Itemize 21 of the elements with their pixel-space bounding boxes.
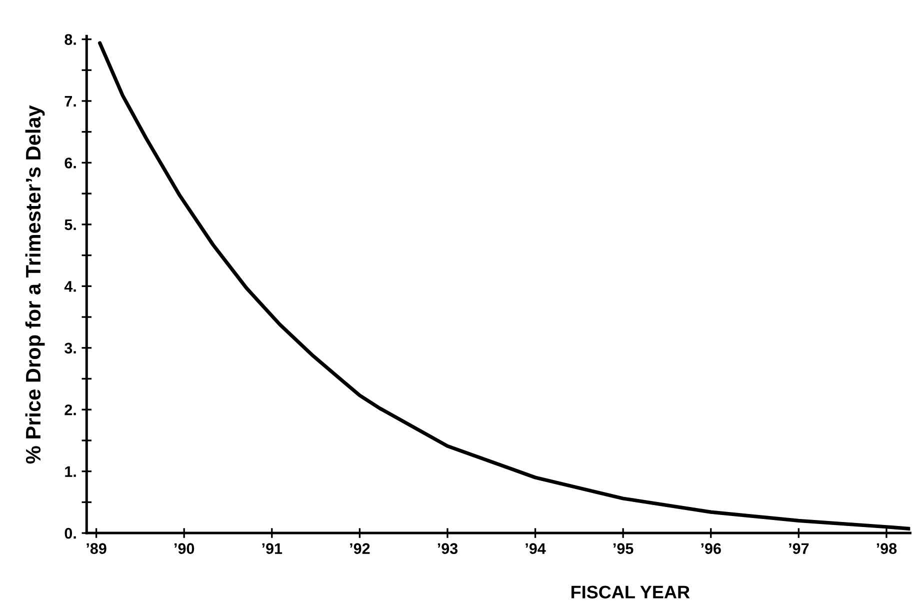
x-tick-label: ’93 bbox=[438, 543, 458, 554]
y-tick-label: 8. bbox=[64, 34, 76, 45]
x-tick-label: ’91 bbox=[262, 543, 282, 554]
y-tick-label: 4. bbox=[64, 281, 76, 292]
x-tick-label: ’90 bbox=[174, 543, 194, 554]
x-tick-label: ’97 bbox=[789, 543, 809, 554]
x-tick-label: ’96 bbox=[701, 543, 721, 554]
x-tick-label: ’89 bbox=[86, 543, 106, 554]
y-tick-label: 3. bbox=[64, 342, 76, 354]
x-tick-label: ’98 bbox=[876, 543, 897, 554]
y-tick-label: 6. bbox=[64, 158, 76, 168]
y-tick-label: 2. bbox=[64, 404, 76, 416]
y-tick-label: 5. bbox=[64, 219, 76, 230]
y-axis-title: % Price Drop for a Trimester’s Delay bbox=[25, 105, 45, 464]
x-tick-label: ’92 bbox=[350, 543, 370, 554]
y-tick-label: 7. bbox=[64, 96, 76, 107]
x-tick-label: ’95 bbox=[614, 543, 634, 554]
x-axis-title: FISCAL YEAR bbox=[572, 586, 690, 598]
y-tick-label: 0. bbox=[64, 528, 76, 539]
y-tick-label: 1. bbox=[65, 466, 76, 477]
x-tick-label: ’94 bbox=[526, 543, 546, 554]
